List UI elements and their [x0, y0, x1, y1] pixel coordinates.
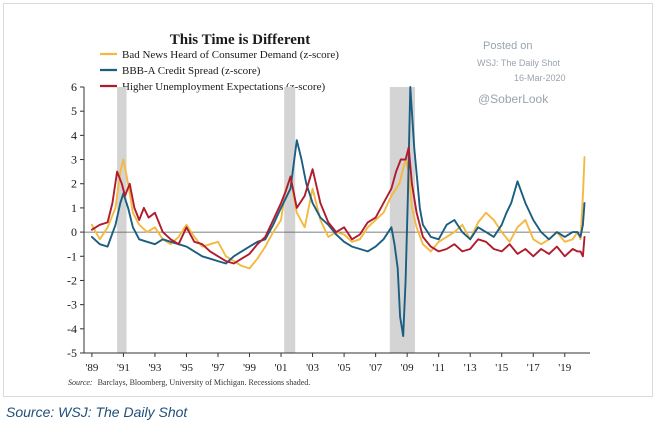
x-tick-label: '95	[180, 362, 193, 374]
y-tick-label: -3	[67, 298, 77, 312]
y-tick-label: -1	[67, 249, 77, 263]
y-tick-label: -2	[67, 273, 77, 287]
watermark-source: WSJ: The Daily Shot	[477, 58, 560, 68]
series-line	[90, 156, 586, 270]
series-line	[90, 146, 586, 265]
y-tick-label: 4	[71, 128, 77, 142]
legend-label: Bad News Heard of Consumer Demand (z-sco…	[122, 49, 339, 61]
legend-label: BBB-A Credit Spread (z-score)	[122, 65, 261, 77]
y-tick-label: 6	[71, 80, 77, 94]
x-tick-label: '11	[432, 362, 445, 374]
x-tick-label: '03	[306, 362, 319, 374]
x-tick-label: '13	[464, 362, 477, 374]
recession-band	[117, 87, 127, 353]
source-caption: Source: WSJ: The Daily Shot	[6, 404, 188, 420]
x-tick-label: '97	[211, 362, 224, 374]
watermark-handle: @SoberLook	[478, 92, 549, 106]
legend: Bad News Heard of Consumer Demand (z-sco…	[100, 49, 339, 93]
y-tick-label: 3	[71, 153, 77, 167]
recession-band	[389, 87, 416, 353]
y-tick-label: -5	[67, 346, 77, 360]
x-tick-label: '15	[495, 362, 508, 374]
series-line	[90, 86, 586, 338]
y-tick-label: 2	[71, 177, 77, 191]
plot-area: 6 5 4 3 2 1 0 -1 -2 -3 -4 -5 '89 '91 '93 '95 '97 '99 '01 '0…	[67, 80, 590, 374]
y-tick-label: -4	[67, 322, 77, 336]
x-tick-label: '93	[148, 362, 161, 374]
source-note: Source: Barclays, Bloomberg, University …	[68, 378, 310, 387]
chart: This Time is Different Bad News Heard of…	[67, 32, 590, 387]
source-note-text: Barclays, Bloomberg, University of Michi…	[98, 378, 311, 387]
x-tick-label: '05	[338, 362, 351, 374]
x-tick-label: '89	[85, 362, 98, 374]
chart-frame	[3, 3, 653, 397]
x-tick-label: '07	[369, 362, 382, 374]
x-tick-label: '99	[243, 362, 256, 374]
y-tick-label: 1	[71, 201, 77, 215]
watermark: Posted on WSJ: The Daily Shot 16-Mar-202…	[477, 40, 566, 106]
x-tick-label: '01	[275, 362, 288, 374]
y-tick-label: 5	[71, 104, 77, 118]
x-tick-label: '09	[401, 362, 414, 374]
x-tick-label: '17	[527, 362, 540, 374]
watermark-date: 16-Mar-2020	[514, 73, 566, 83]
source-note-prefix: Source:	[68, 378, 93, 387]
chart-title: This Time is Different	[170, 32, 310, 48]
x-tick-label: '19	[558, 362, 571, 374]
x-tick-label: '91	[117, 362, 130, 374]
y-tick-label: 0	[71, 225, 77, 239]
watermark-posted-on: Posted on	[483, 40, 533, 52]
recession-band	[284, 87, 296, 353]
legend-label: Higher Unemployment Expectations (z-scor…	[122, 81, 325, 93]
